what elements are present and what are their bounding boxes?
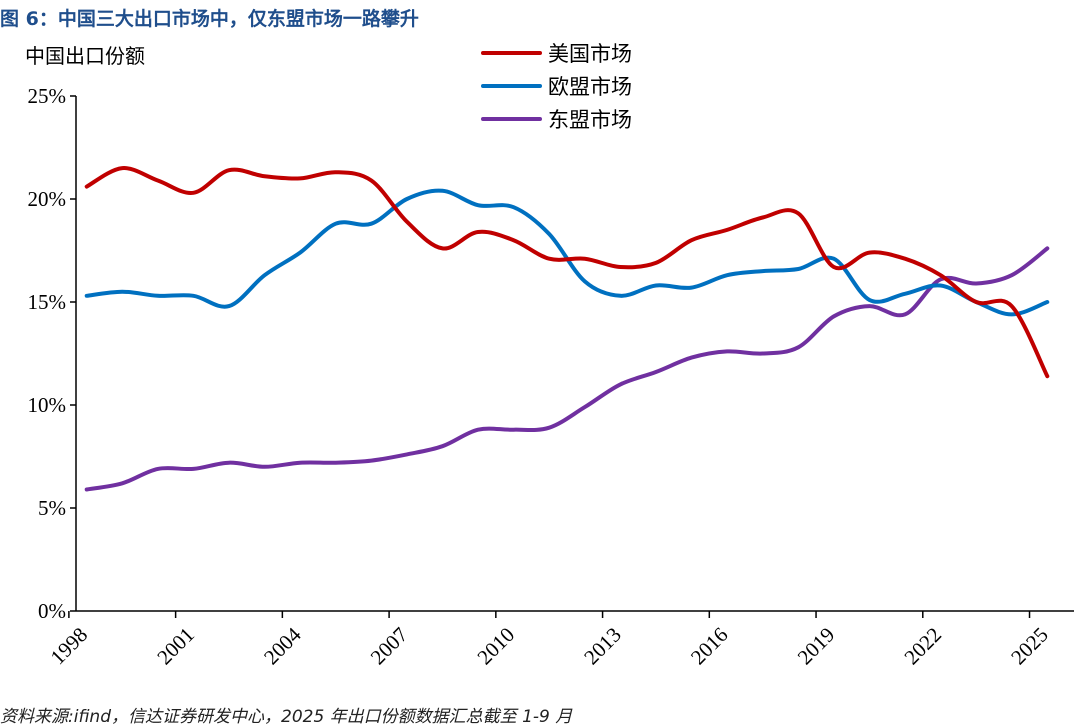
y-tick-label: 20% bbox=[28, 187, 67, 211]
figure-source: 资料来源:ifind，信达证券研发中心，2025 年出口份额数据汇总截至 1-9… bbox=[0, 707, 573, 727]
x-tick-label: 2013 bbox=[579, 623, 626, 670]
legend-label-0: 美国市场 bbox=[548, 42, 632, 66]
x-tick-label: 1998 bbox=[46, 623, 93, 670]
y-tick-label: 25% bbox=[28, 84, 67, 108]
series-line-1 bbox=[84, 188, 1050, 317]
legend-label-1: 欧盟市场 bbox=[548, 75, 632, 99]
x-tick-label: 2025 bbox=[1006, 623, 1053, 670]
axes: 0% 5% 10% 15% 20% 25% 1998 2001 2004 2007 2010 2013… bbox=[28, 84, 1074, 670]
x-tick-label: 2022 bbox=[899, 623, 946, 670]
figure-title: 图 6：中国三大出口市场中，仅东盟市场一路攀升 bbox=[0, 8, 419, 30]
series-lines bbox=[84, 166, 1050, 492]
series-line-0 bbox=[84, 166, 1050, 379]
y-tick-label: 10% bbox=[28, 393, 67, 417]
x-tick-label: 2016 bbox=[686, 623, 733, 670]
x-tick-label: 2001 bbox=[152, 623, 199, 670]
x-tick-label: 2019 bbox=[793, 623, 840, 670]
legend-label-2: 东盟市场 bbox=[548, 108, 632, 132]
y-tick-label: 0% bbox=[38, 599, 66, 623]
x-tick-label: 2010 bbox=[472, 623, 519, 670]
y-tick-label: 5% bbox=[38, 496, 66, 520]
y-tick-label: 15% bbox=[28, 290, 67, 314]
x-tick-label: 2004 bbox=[259, 622, 306, 669]
y-axis-label: 中国出口份额 bbox=[25, 44, 145, 68]
line-chart: 中国出口份额 0% 5% 10% 15% 20% 25% 1998 2001 2004 2007 2… bbox=[25, 42, 1074, 670]
series-line-2 bbox=[84, 246, 1050, 492]
x-tick-label: 2007 bbox=[366, 623, 413, 670]
